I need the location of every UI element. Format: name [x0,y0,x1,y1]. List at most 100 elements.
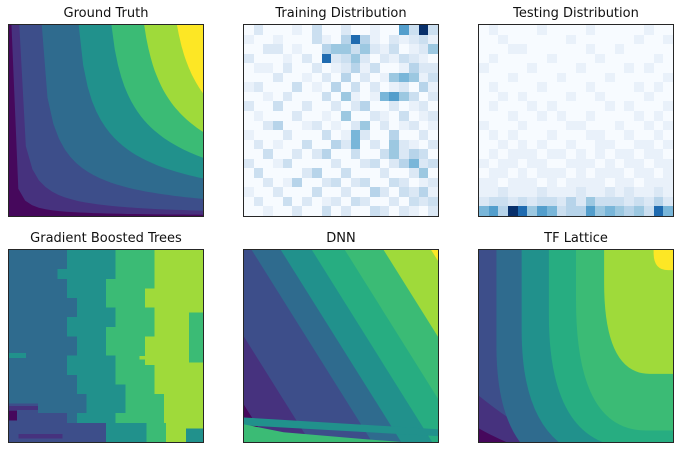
heatmap-cell [399,149,409,159]
heatmap-cell [634,34,644,45]
heatmap-cell [585,120,596,131]
heatmap-cell [292,91,303,102]
heatmap-cell [537,63,547,73]
heatmap-cell [331,110,341,121]
heatmap-cell [614,139,625,150]
heatmap-cell [253,110,264,121]
heatmap-cell [399,168,409,178]
heatmap-cell [263,206,274,216]
heatmap-cell [253,130,264,140]
heatmap-cell [379,91,390,102]
heatmap-cell [537,82,547,92]
heatmap-cell [634,110,644,121]
heatmap-cell [479,101,489,111]
heatmap-cell [321,82,332,92]
heatmap-cell [634,82,644,92]
heatmap-cell [575,206,586,216]
heatmap-cell [488,177,499,188]
heatmap-cell [370,101,380,111]
heatmap-cell [321,63,332,73]
heatmap-cell [498,53,509,64]
heatmap-cell [302,63,312,73]
heatmap-cell [418,149,429,159]
heatmap-cell [370,168,380,178]
heatmap-cell [498,34,509,45]
heatmap-cell [537,120,547,131]
heatmap-cell [663,168,673,178]
heatmap-cell [311,72,322,83]
heatmap-cell [311,149,322,159]
contour-band [9,410,17,421]
heatmap-cell [379,63,390,73]
heatmap-cell [653,110,664,121]
heatmap-cell [428,206,438,216]
dnn-plot [243,249,439,443]
heatmap-cell [292,44,303,54]
heatmap-cell [418,187,429,197]
contour-band [244,417,438,437]
heatmap-cell [340,63,351,73]
heatmap-cell [498,177,509,188]
heatmap-cell [575,25,586,35]
heatmap-cell [244,101,254,111]
heatmap-cell [379,187,390,197]
heatmap-cell [350,82,361,92]
heatmap-cell [537,101,547,111]
heatmap-cell [585,196,596,207]
heatmap-cell [292,72,303,83]
heatmap-cell [663,101,673,111]
heatmap-cell [556,82,567,92]
heatmap-cell [517,63,528,73]
heatmap-cell [244,196,254,207]
heatmap-cell [389,82,400,92]
heatmap-cell [282,63,293,73]
heatmap-cell [311,196,322,207]
heatmap-cell [321,34,332,45]
heatmap-cell [282,44,293,54]
heatmap-cell [614,91,625,102]
heatmap-cell [253,91,264,102]
heatmap-cell [663,53,673,64]
heatmap-cell [624,53,635,64]
heatmap-cell [311,25,322,35]
heatmap-cell [653,91,664,102]
heatmap-cell [643,72,654,83]
heatmap-cell [643,110,654,121]
heatmap-cell [585,44,596,54]
heatmap-cell [253,187,264,197]
heatmap-cell [527,63,538,73]
heatmap-cell [302,177,312,188]
heatmap-cell [273,206,283,216]
heatmap-cell [566,168,576,178]
heatmap-cell [605,177,615,188]
heatmap-cell [488,158,499,169]
heatmap-cell [379,44,390,54]
heatmap-cell [408,177,419,188]
heatmap-cell [605,149,615,159]
heatmap-cell [311,187,322,197]
heatmap-cell [340,130,351,140]
heatmap-cell [634,130,644,140]
heatmap-cell [302,25,312,35]
heatmap-cell [537,130,547,140]
heatmap-cell [399,196,409,207]
heatmap-cell [331,130,341,140]
heatmap-cell [273,82,283,92]
heatmap-cell [360,196,371,207]
heatmap-cell [556,110,567,121]
heatmap-cell [408,34,419,45]
heatmap-cell [508,130,518,140]
heatmap-cell [418,130,429,140]
heatmap-cell [624,206,635,216]
heatmap-cell [292,149,303,159]
heatmap-cell [263,91,274,102]
training-distribution-plot [243,24,439,217]
heatmap-cell [585,130,596,140]
heatmap-cell [331,25,341,35]
heatmap-cell [508,25,518,35]
heatmap-cell [408,158,419,169]
heatmap-cell [653,168,664,178]
heatmap-cell [653,63,664,73]
heatmap-cell [614,53,625,64]
heatmap-cell [370,34,380,45]
